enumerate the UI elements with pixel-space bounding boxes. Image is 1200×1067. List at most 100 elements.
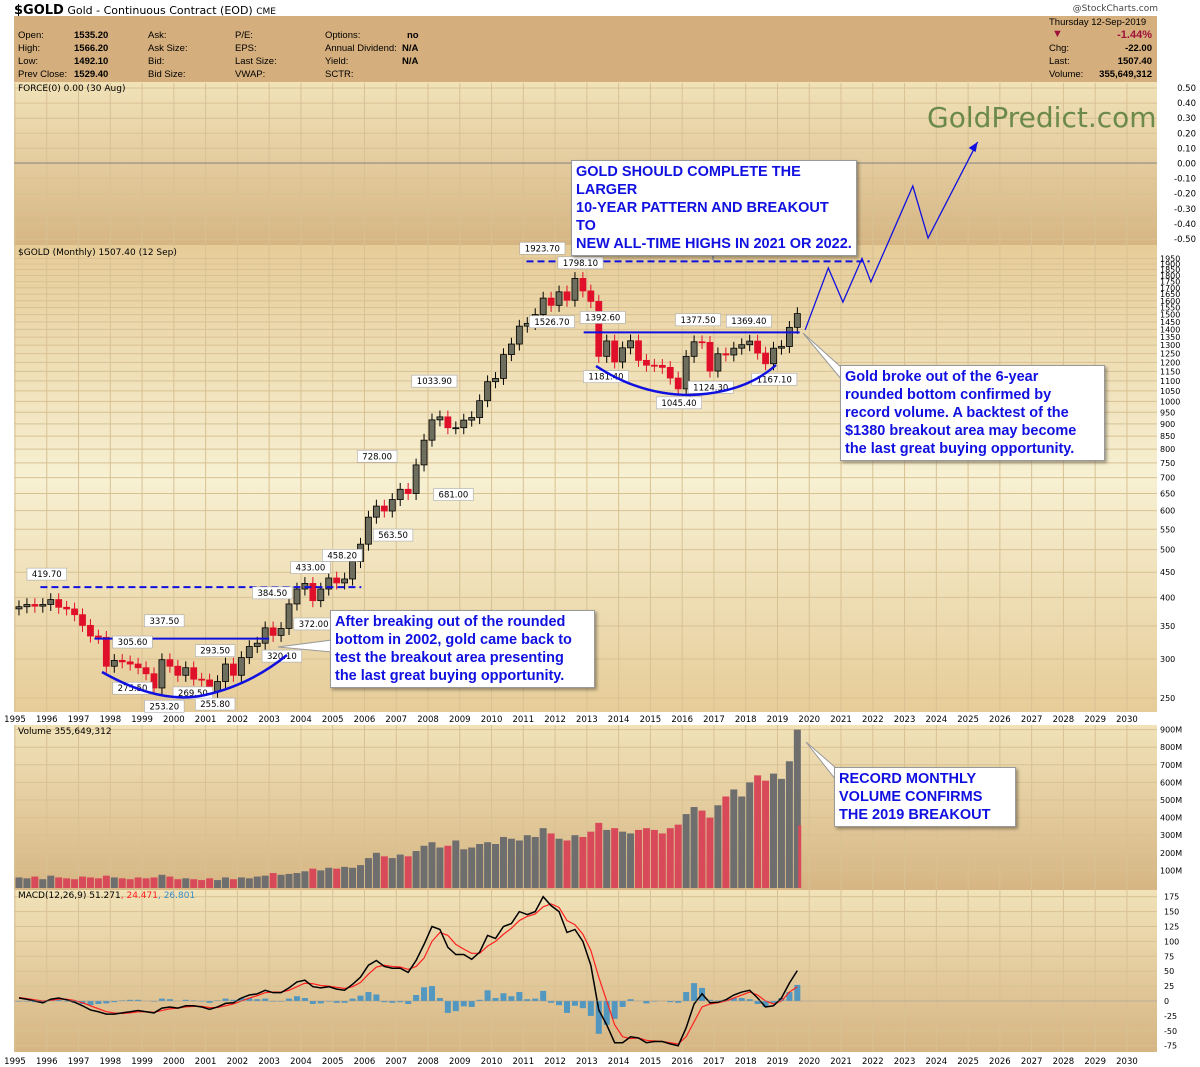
candle-body [587,290,595,302]
ask-size-label: Ask Size: [148,43,188,54]
volume-tick-label: 300M [1160,831,1182,840]
candle-body [500,354,507,379]
x-tick-label: 2025 [957,1057,979,1067]
macd-histogram-bar [460,1001,467,1007]
macd-histogram-bar [770,1001,777,1003]
price-callout-box [519,242,566,255]
x-tick-label: 2016 [671,1057,693,1067]
price-tick-label: 1000 [1160,397,1180,406]
price-callout-label: 384.50 [257,589,287,599]
macd-histogram-bar [135,999,142,1001]
volume-bar [619,831,627,888]
volume-bar [650,829,658,888]
x-tick-label: 2020 [798,1057,820,1067]
volume-bar [293,873,301,888]
x-tick-label: 2024 [926,715,948,725]
price-callout-box [675,313,721,327]
prev-close-value: 1529.40 [74,69,109,80]
x-tick-label: 2023 [894,1057,916,1067]
x-tick-label: 2012 [544,715,566,725]
volume-bar [404,856,412,888]
candle-body [484,381,491,402]
x-tick-label: 2003 [258,1057,280,1067]
macd-histogram-bar [309,1001,316,1004]
volume-bar [762,780,770,888]
candle-body [388,499,396,512]
macd-histogram-bar [587,1001,594,1016]
price-callout-label: 1392.60 [585,313,620,323]
volume-bar [436,847,444,888]
macd-histogram-bar [786,992,793,1001]
x-tick-label: 2014 [608,1057,630,1067]
price-callout-box [144,614,185,628]
annotation-volume: RECORD MONTHLY VOLUME CONFIRMS THE 2019 … [834,767,1016,827]
pe-label: P/E: [235,30,253,41]
macd-histogram-bar [365,992,372,1001]
x-tick-label: 2027 [1021,1057,1043,1067]
price-tick-label: 1600 [1160,297,1180,306]
last-label: Last: [1049,56,1070,67]
candle-body [778,346,785,349]
candle-body [619,347,627,363]
x-tick-label: 2026 [989,1057,1011,1067]
candle-body [261,627,269,644]
candle-body [658,364,666,368]
macd-tick-label: 50 [1164,967,1174,976]
macd-histogram-bar [333,1001,340,1003]
yield-label: Yield: [325,56,349,67]
macd-histogram-bar [746,999,753,1001]
volume-bar [261,875,269,888]
volume-bar [531,836,539,888]
candle-body [762,352,769,365]
volume-bar [396,854,404,888]
price-tick-label: 1500 [1160,311,1180,320]
volume-bar [79,876,87,888]
chg-label: Chg: [1049,43,1070,54]
high-label: High: [18,43,41,54]
volume-bar [674,824,682,888]
macd-tick-label: 25 [1164,982,1174,991]
force-tick-label: 0.00 [1177,160,1196,170]
price-tick-label: 800 [1160,445,1175,454]
low-value: 1492.10 [74,56,109,67]
price-callout-box [529,315,575,329]
price-callout-label: 253.20 [149,702,179,712]
volume-bar [460,849,468,888]
volume-bar [452,840,460,888]
macd-histogram-bar [667,1001,674,1003]
x-tick-label: 2013 [576,1057,598,1067]
macd-histogram-bar [293,996,300,1001]
force-tick-label: -0.40 [1174,220,1196,230]
price-callout-label: 1377.50 [680,316,715,326]
macd-histogram-bar [317,1001,324,1004]
x-tick-label: 2025 [957,715,979,725]
macd-histogram-bar [619,1001,626,1007]
x-tick-label: 2008 [417,1057,439,1067]
candle-body [365,516,372,545]
volume-bar [777,778,785,888]
volume-value: 355,649,312 [1099,69,1152,80]
candle-body [325,577,333,590]
candle-body [635,340,642,361]
candle-body [420,439,428,466]
candle-body [436,416,444,421]
price-tick-label: 1150 [1160,367,1180,376]
price-callout-label: 275.50 [118,684,148,694]
histogram-value: 26.801 [164,891,196,901]
macd-histogram-bar [206,1001,213,1003]
macd-histogram-bar [39,1001,46,1003]
price-callout-label: 269.50 [178,689,208,699]
price-callout-box [252,586,293,600]
candle-body [134,663,142,669]
candle-body [539,297,547,315]
projection-line [804,141,979,331]
price-tick-label: 450 [1160,568,1175,577]
x-tick-label: 2015 [640,1057,662,1067]
macd-histogram-bar [754,1001,761,1004]
candle-body [166,659,174,667]
x-tick-label: 2017 [703,715,725,725]
candle-body [94,635,102,638]
macd-histogram-bar [381,1001,388,1003]
x-tick-label: 1995 [4,1057,26,1067]
volume-bar [182,878,190,888]
